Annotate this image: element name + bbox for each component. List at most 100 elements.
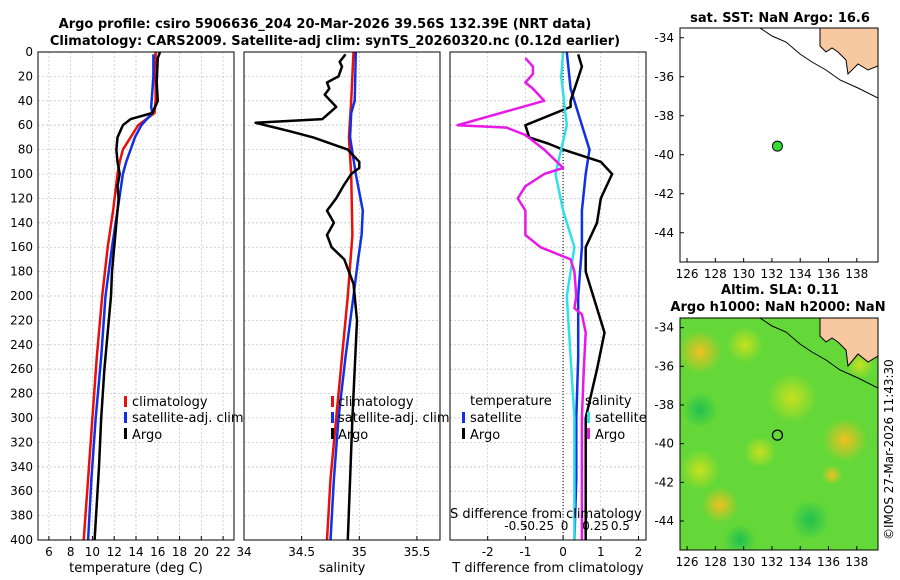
legend-swatch-satellite: [331, 412, 334, 423]
sla-blob: [727, 327, 763, 363]
lon-tick-label: 134: [789, 267, 812, 281]
lon-tick-label: 132: [760, 267, 783, 281]
difference-legend: temperature salinity satellite Argo sate…: [450, 394, 647, 522]
legend-label-argo: Argo: [132, 428, 162, 443]
lat-tick-label: -42: [654, 475, 674, 489]
altimetry-map: Altim. SLA: 0.11 Argo h1000: NaN h2000: …: [654, 283, 885, 569]
x-tick-label: 8: [67, 545, 75, 559]
series-line-temperature-satellite: [565, 51, 591, 541]
depth-tick-label: 120: [10, 191, 33, 205]
depth-axis: 0 20 40 60 80 100 120 140 160 180 200 220 240 260 280 3…: [10, 45, 33, 547]
x-tick-label: 16: [150, 545, 165, 559]
lat-tick-label: -36: [654, 359, 674, 373]
lat-tick-label: -34: [654, 321, 674, 335]
legend-label-satellite: satellite-adj. clim: [132, 411, 244, 426]
series-line-satellite-adj-clim: [86, 54, 155, 541]
title-line-1: Argo profile: csiro 5906636_204 20-Mar-2…: [59, 17, 592, 32]
depth-tick-label: 20: [18, 69, 33, 83]
difference-panel: -2 -1 0 1 2 T difference from climatology -0.5…: [449, 51, 647, 576]
series-line-salinity-argo: [456, 57, 587, 540]
lon-tick-label: 138: [845, 267, 868, 281]
x-tick-label: 20: [194, 545, 209, 559]
lat-tick-label: -40: [654, 148, 674, 162]
legend-swatch-temp-argo: [462, 428, 465, 439]
legend-label-satellite: satellite-adj. clim: [338, 411, 450, 426]
x-tick-label: 34: [236, 545, 251, 559]
legend-swatch-sal-satellite: [587, 412, 590, 423]
lat-tick-label: -44: [654, 226, 674, 240]
lon-tick-label: 128: [704, 555, 727, 569]
lat-tick-label: -44: [654, 514, 674, 528]
temperature-legend: climatology satellite-adj. clim Argo: [124, 395, 244, 443]
x-tick-label: 35: [352, 545, 367, 559]
lat-tick-label: -36: [654, 70, 674, 84]
sst-map-ticks: 126 128 130 132 134 136 138 -34 -36 -38 -40 -42 -44: [654, 31, 868, 281]
x-tick-label: 14: [128, 545, 143, 559]
depth-tick-label: 240: [10, 338, 33, 352]
legend-label-temp-satellite: satellite: [470, 411, 522, 426]
lon-tick-label: 136: [817, 267, 840, 281]
lon-tick-label: 136: [817, 555, 840, 569]
x-axis-label: salinity: [319, 561, 366, 576]
legend-label-sal-satellite: satellite: [595, 411, 647, 426]
sla-blob: [744, 436, 776, 468]
sst-map-title: sat. SST: NaN Argo: 16.6: [690, 11, 870, 26]
x-tick-label: -1: [519, 545, 531, 559]
top-tick-label: 0.25: [582, 519, 609, 533]
argo-float-marker: [771, 140, 783, 152]
series-line-salinity-satellite: [554, 51, 576, 540]
x-tick-label: 18: [172, 545, 187, 559]
title-line-2: Climatology: CARS2009. Satellite-adj cli…: [50, 34, 620, 49]
x-axis-label: temperature (deg C): [69, 561, 203, 576]
legend-swatch-climatology: [331, 396, 334, 407]
plot-frame: [243, 51, 441, 541]
lon-tick-label: 130: [732, 555, 755, 569]
sla-blob: [680, 330, 722, 374]
legend-swatch-argo: [124, 428, 127, 439]
depth-tick-label: 340: [10, 460, 33, 474]
legend-label-climatology: climatology: [132, 395, 208, 410]
depth-tick-label: 380: [10, 509, 33, 523]
x-tick-label: 6: [45, 545, 53, 559]
sla-blob: [680, 450, 720, 490]
land-australia: [819, 318, 878, 368]
legend-title-temperature: temperature: [470, 394, 552, 409]
x-tick-label: 12: [107, 545, 122, 559]
copyright-label: ©IMOS 27-Mar-2026 11:43:30: [882, 359, 896, 540]
x-tick-label: 34.5: [288, 545, 315, 559]
lon-tick-label: 138: [845, 555, 868, 569]
lon-tick-label: 132: [760, 555, 783, 569]
sla-blob: [767, 373, 817, 423]
depth-tick-label: 100: [10, 167, 33, 181]
legend-label-sal-argo: Argo: [595, 428, 625, 443]
legend-label-climatology: climatology: [338, 395, 414, 410]
legend-label-temp-argo: Argo: [470, 428, 500, 443]
depth-tick-label: 40: [18, 94, 33, 108]
legend-swatch-temp-satellite: [462, 412, 465, 423]
lon-tick-label: 128: [704, 267, 727, 281]
lon-tick-label: 130: [732, 267, 755, 281]
x-tick-label: 10: [85, 545, 100, 559]
lon-tick-label: 126: [676, 555, 699, 569]
lon-tick-label: 126: [676, 267, 699, 281]
land-australia: [819, 28, 878, 76]
altim-title-1: Altim. SLA: 0.11: [721, 283, 839, 298]
s-difference-label: S difference from climatology: [450, 507, 642, 522]
sla-blob: [702, 487, 738, 523]
top-tick-label: -0.25: [523, 519, 554, 533]
depth-tick-label: 260: [10, 362, 33, 376]
depth-tick-label: 400: [10, 533, 33, 547]
depth-tick-label: 280: [10, 387, 33, 401]
altim-map-ticks: 126 128 130 132 134 136 138 -34 -36 -38 -40 -42 -44: [654, 321, 868, 569]
lat-tick-label: -40: [654, 437, 674, 451]
series-line-temperature-argo: [524, 54, 614, 540]
lon-tick-label: 134: [789, 555, 812, 569]
depth-tick-label: 60: [18, 118, 33, 132]
legend-swatch-climatology: [124, 396, 127, 407]
top-tick-label: -0.5: [504, 519, 527, 533]
depth-tick-label: 80: [18, 143, 33, 157]
series-line-satellite-adj-clim: [329, 51, 365, 541]
depth-tick-label: 160: [10, 240, 33, 254]
x-axis-label: T difference from climatology: [451, 561, 644, 576]
